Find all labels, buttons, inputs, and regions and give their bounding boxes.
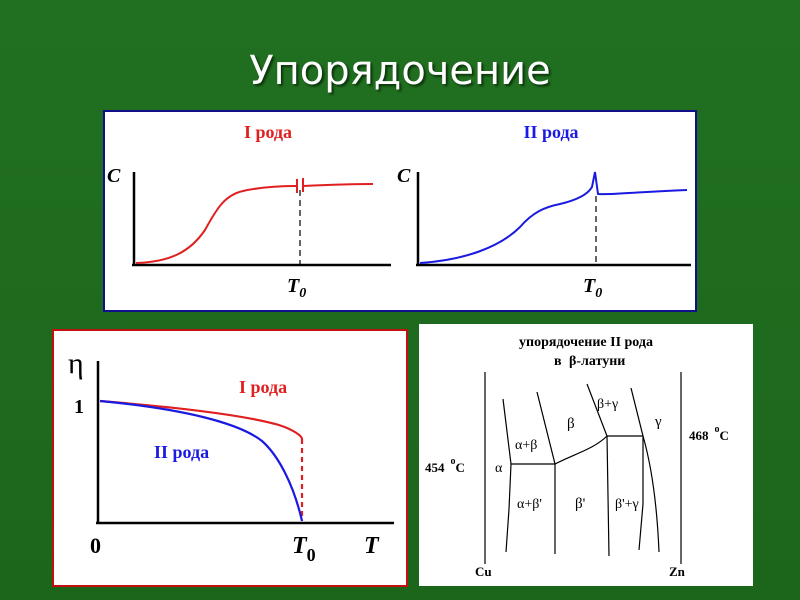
region-alpha-beta-prime: α+β' xyxy=(517,497,542,512)
phase-diagram-title-prefix: в xyxy=(554,354,562,369)
eta-axis-label: η xyxy=(68,347,84,380)
second-order-curve xyxy=(419,171,688,264)
gamma-outer-boundary xyxy=(642,435,660,553)
phase-diagram-title-line1: упорядочение II рода xyxy=(519,335,653,350)
region-alpha-beta: α+β xyxy=(515,438,537,453)
second-order-t0-label: T0 xyxy=(583,275,602,301)
beta-left-boundary xyxy=(536,391,556,554)
second-order-y-label: C xyxy=(397,165,411,187)
heat-capacity-panel: I рода C T0 II рода C T0 xyxy=(103,110,697,312)
phase-diagram-panel: упорядочение II рода в β-латуни α+β α β … xyxy=(419,324,753,586)
order-parameter-panel: η 1 I рода II рода 0 T0 T xyxy=(52,329,408,587)
region-beta-prime-gamma: β'+γ xyxy=(615,497,639,512)
first-order-eta-label: I рода xyxy=(239,377,287,397)
region-gamma: γ xyxy=(654,414,662,430)
first-order-curve-high xyxy=(302,183,374,187)
second-order-title: II рода xyxy=(523,122,578,142)
eta-tick-one: 1 xyxy=(74,396,84,418)
second-order-eta-curve xyxy=(99,399,304,522)
order-parameter-diagram: η 1 I рода II рода 0 T0 T xyxy=(68,347,394,565)
phase-diagram-title-line2: β-латуни xyxy=(569,354,625,369)
ordering-line-left xyxy=(554,435,608,465)
region-beta-prime: β' xyxy=(575,496,586,512)
second-order-eta-label: II рода xyxy=(154,442,209,462)
first-order-y-label: C xyxy=(107,165,121,187)
origin-label: 0 xyxy=(90,533,101,558)
gamma-inner-boundary xyxy=(638,436,644,551)
region-alpha: α xyxy=(495,461,503,476)
cu-label: Cu xyxy=(475,564,492,579)
temperature-axis-label: T xyxy=(364,533,380,559)
heat-capacity-diagram: I рода C T0 II рода C T0 xyxy=(107,122,691,301)
gamma-upper-boundary xyxy=(630,387,644,437)
region-beta-gamma: β+γ xyxy=(597,397,618,412)
t0-label: T0 xyxy=(292,533,316,565)
right-temperature-label: 468 oC xyxy=(689,424,729,443)
first-order-curve-low xyxy=(135,185,298,264)
region-beta: β xyxy=(567,416,575,432)
first-order-t0-label: T0 xyxy=(287,275,306,301)
slide-title: Упорядочение xyxy=(249,48,551,94)
alpha-boundary xyxy=(502,398,512,553)
first-order-eta-curve xyxy=(99,399,304,440)
left-temperature-label: 454 oC xyxy=(425,456,465,475)
cu-zn-phase-diagram: упорядочение II рода в β-латуни α+β α β … xyxy=(425,335,729,579)
beta-right-boundary xyxy=(586,383,610,557)
zn-label: Zn xyxy=(669,564,686,579)
first-order-title: I рода xyxy=(244,122,292,142)
